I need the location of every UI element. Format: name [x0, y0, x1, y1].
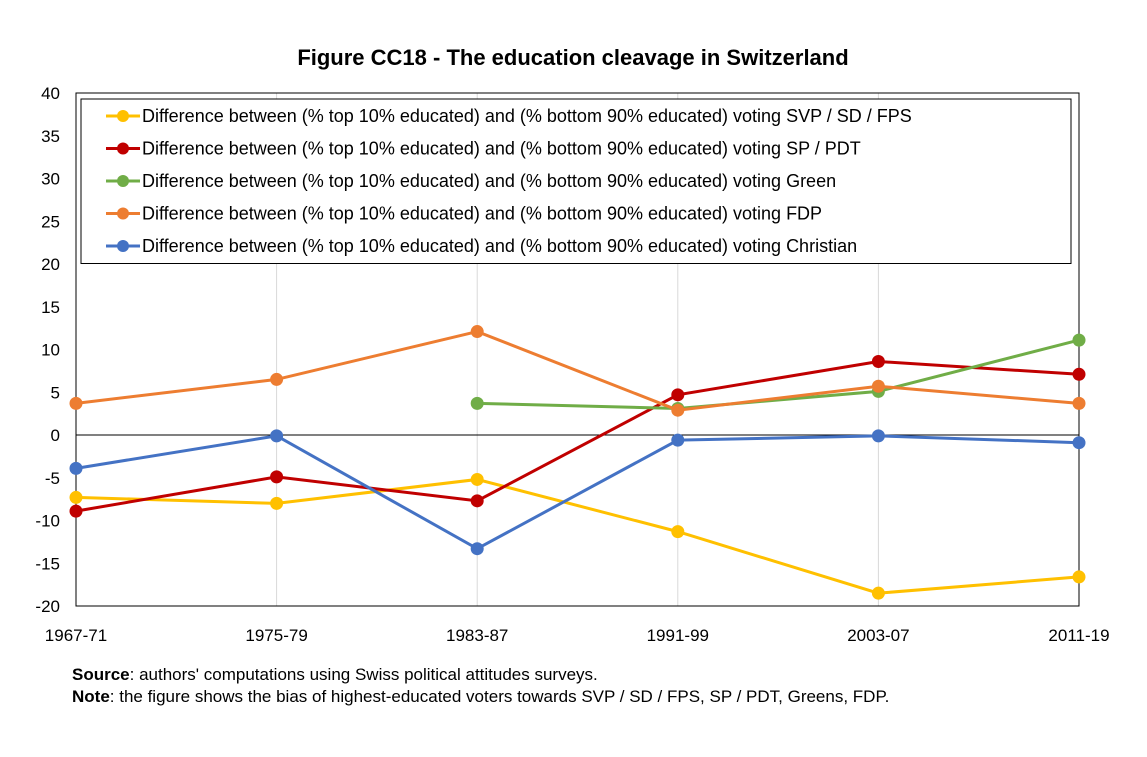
legend-swatch-marker: [117, 240, 129, 252]
legend-entry: Difference between (% top 10% educated) …: [106, 236, 857, 256]
data-point: [470, 542, 484, 556]
x-tick-label: 2003-07: [847, 626, 909, 645]
note-line: Note: the figure shows the bias of highe…: [72, 686, 1082, 708]
series-3: [69, 325, 1086, 417]
data-point: [871, 379, 885, 393]
series-line: [75, 329, 1080, 412]
x-tick-label: 1991-99: [647, 626, 709, 645]
data-point: [69, 461, 83, 475]
source-label: Source: [72, 665, 130, 684]
data-point: [1072, 396, 1086, 410]
x-tick-label: 1967-71: [45, 626, 107, 645]
series-2: [470, 333, 1086, 415]
y-tick-label: 0: [51, 426, 60, 445]
legend-entry: Difference between (% top 10% educated) …: [106, 106, 912, 126]
data-point: [871, 586, 885, 600]
x-tick-label: 1983-87: [446, 626, 508, 645]
x-tick-label: 2011-19: [1048, 626, 1109, 645]
series-4: [69, 429, 1086, 556]
data-point: [69, 504, 83, 518]
legend-label: Difference between (% top 10% educated) …: [142, 139, 861, 159]
y-tick-label: -15: [35, 554, 60, 573]
x-tick-label: 1975-79: [245, 626, 307, 645]
data-point: [871, 354, 885, 368]
axes: 40 35 30 25 20 15 10 5 0 -5 -10 -15 -20 1967-71 1975-7…: [35, 84, 1109, 645]
data-point: [270, 429, 284, 443]
y-tick-label: 35: [41, 127, 60, 146]
data-point: [671, 388, 685, 402]
note-label: Note: [72, 687, 110, 706]
legend-swatch-marker: [117, 142, 129, 155]
series-line: [75, 477, 1080, 595]
data-point: [671, 525, 685, 539]
y-tick-label: 10: [41, 341, 60, 360]
plot-frame: [75, 92, 1080, 607]
legend-entry: Difference between (% top 10% educated) …: [106, 204, 822, 224]
legend-swatch-marker: [117, 110, 129, 122]
data-point: [69, 490, 83, 504]
legend-swatch-marker: [117, 207, 129, 220]
data-point: [1072, 333, 1086, 347]
series-1: [69, 354, 1086, 518]
data-point: [671, 403, 685, 417]
y-tick-label: 20: [41, 255, 60, 274]
chart-notes: Source: authors' computations using Swis…: [72, 664, 1082, 708]
y-tick-label: 5: [51, 383, 60, 402]
series-lines: [69, 325, 1086, 600]
data-point: [270, 372, 284, 386]
data-point: [470, 494, 484, 508]
y-tick-label: -10: [35, 512, 60, 531]
legend-label: Difference between (% top 10% educated) …: [142, 106, 912, 126]
y-tick-label: -5: [45, 469, 60, 488]
data-point: [1072, 367, 1086, 381]
data-point: [1072, 436, 1086, 450]
legend: Difference between (% top 10% educated) …: [80, 98, 1072, 264]
y-tick-label: 15: [41, 298, 60, 317]
series-line: [75, 434, 1080, 551]
legend-entry: Difference between (% top 10% educated) …: [106, 139, 861, 159]
data-point: [69, 396, 83, 410]
y-tick-label: 40: [41, 84, 60, 103]
data-point: [470, 396, 484, 410]
legend-entry: Difference between (% top 10% educated) …: [106, 171, 836, 191]
legend-label: Difference between (% top 10% educated) …: [142, 171, 836, 191]
data-point: [470, 325, 484, 339]
y-tick-label: -20: [35, 597, 60, 616]
note-text: : the figure shows the bias of highest-e…: [109, 687, 890, 706]
source-text: : authors' computations using Swiss poli…: [129, 665, 598, 684]
education-cleavage-chart: Figure CC18 - The education cleavage in …: [35, 45, 1109, 645]
series-0: [69, 472, 1086, 600]
y-tick-label: 30: [41, 170, 60, 189]
data-point: [270, 470, 284, 484]
y-tick-label: 25: [41, 212, 60, 231]
legend-label: Difference between (% top 10% educated) …: [142, 204, 822, 224]
data-point: [671, 433, 685, 447]
series-line: [75, 359, 1080, 513]
data-point: [871, 429, 885, 443]
legend-swatch-marker: [117, 175, 129, 187]
chart-title: Figure CC18 - The education cleavage in …: [297, 45, 848, 70]
source-line: Source: authors' computations using Swis…: [72, 664, 1082, 686]
series-line: [477, 338, 1080, 410]
data-point: [470, 472, 484, 486]
legend-box: [80, 98, 1072, 264]
data-point: [1072, 570, 1086, 584]
data-point: [270, 496, 284, 510]
legend-label: Difference between (% top 10% educated) …: [142, 236, 857, 256]
